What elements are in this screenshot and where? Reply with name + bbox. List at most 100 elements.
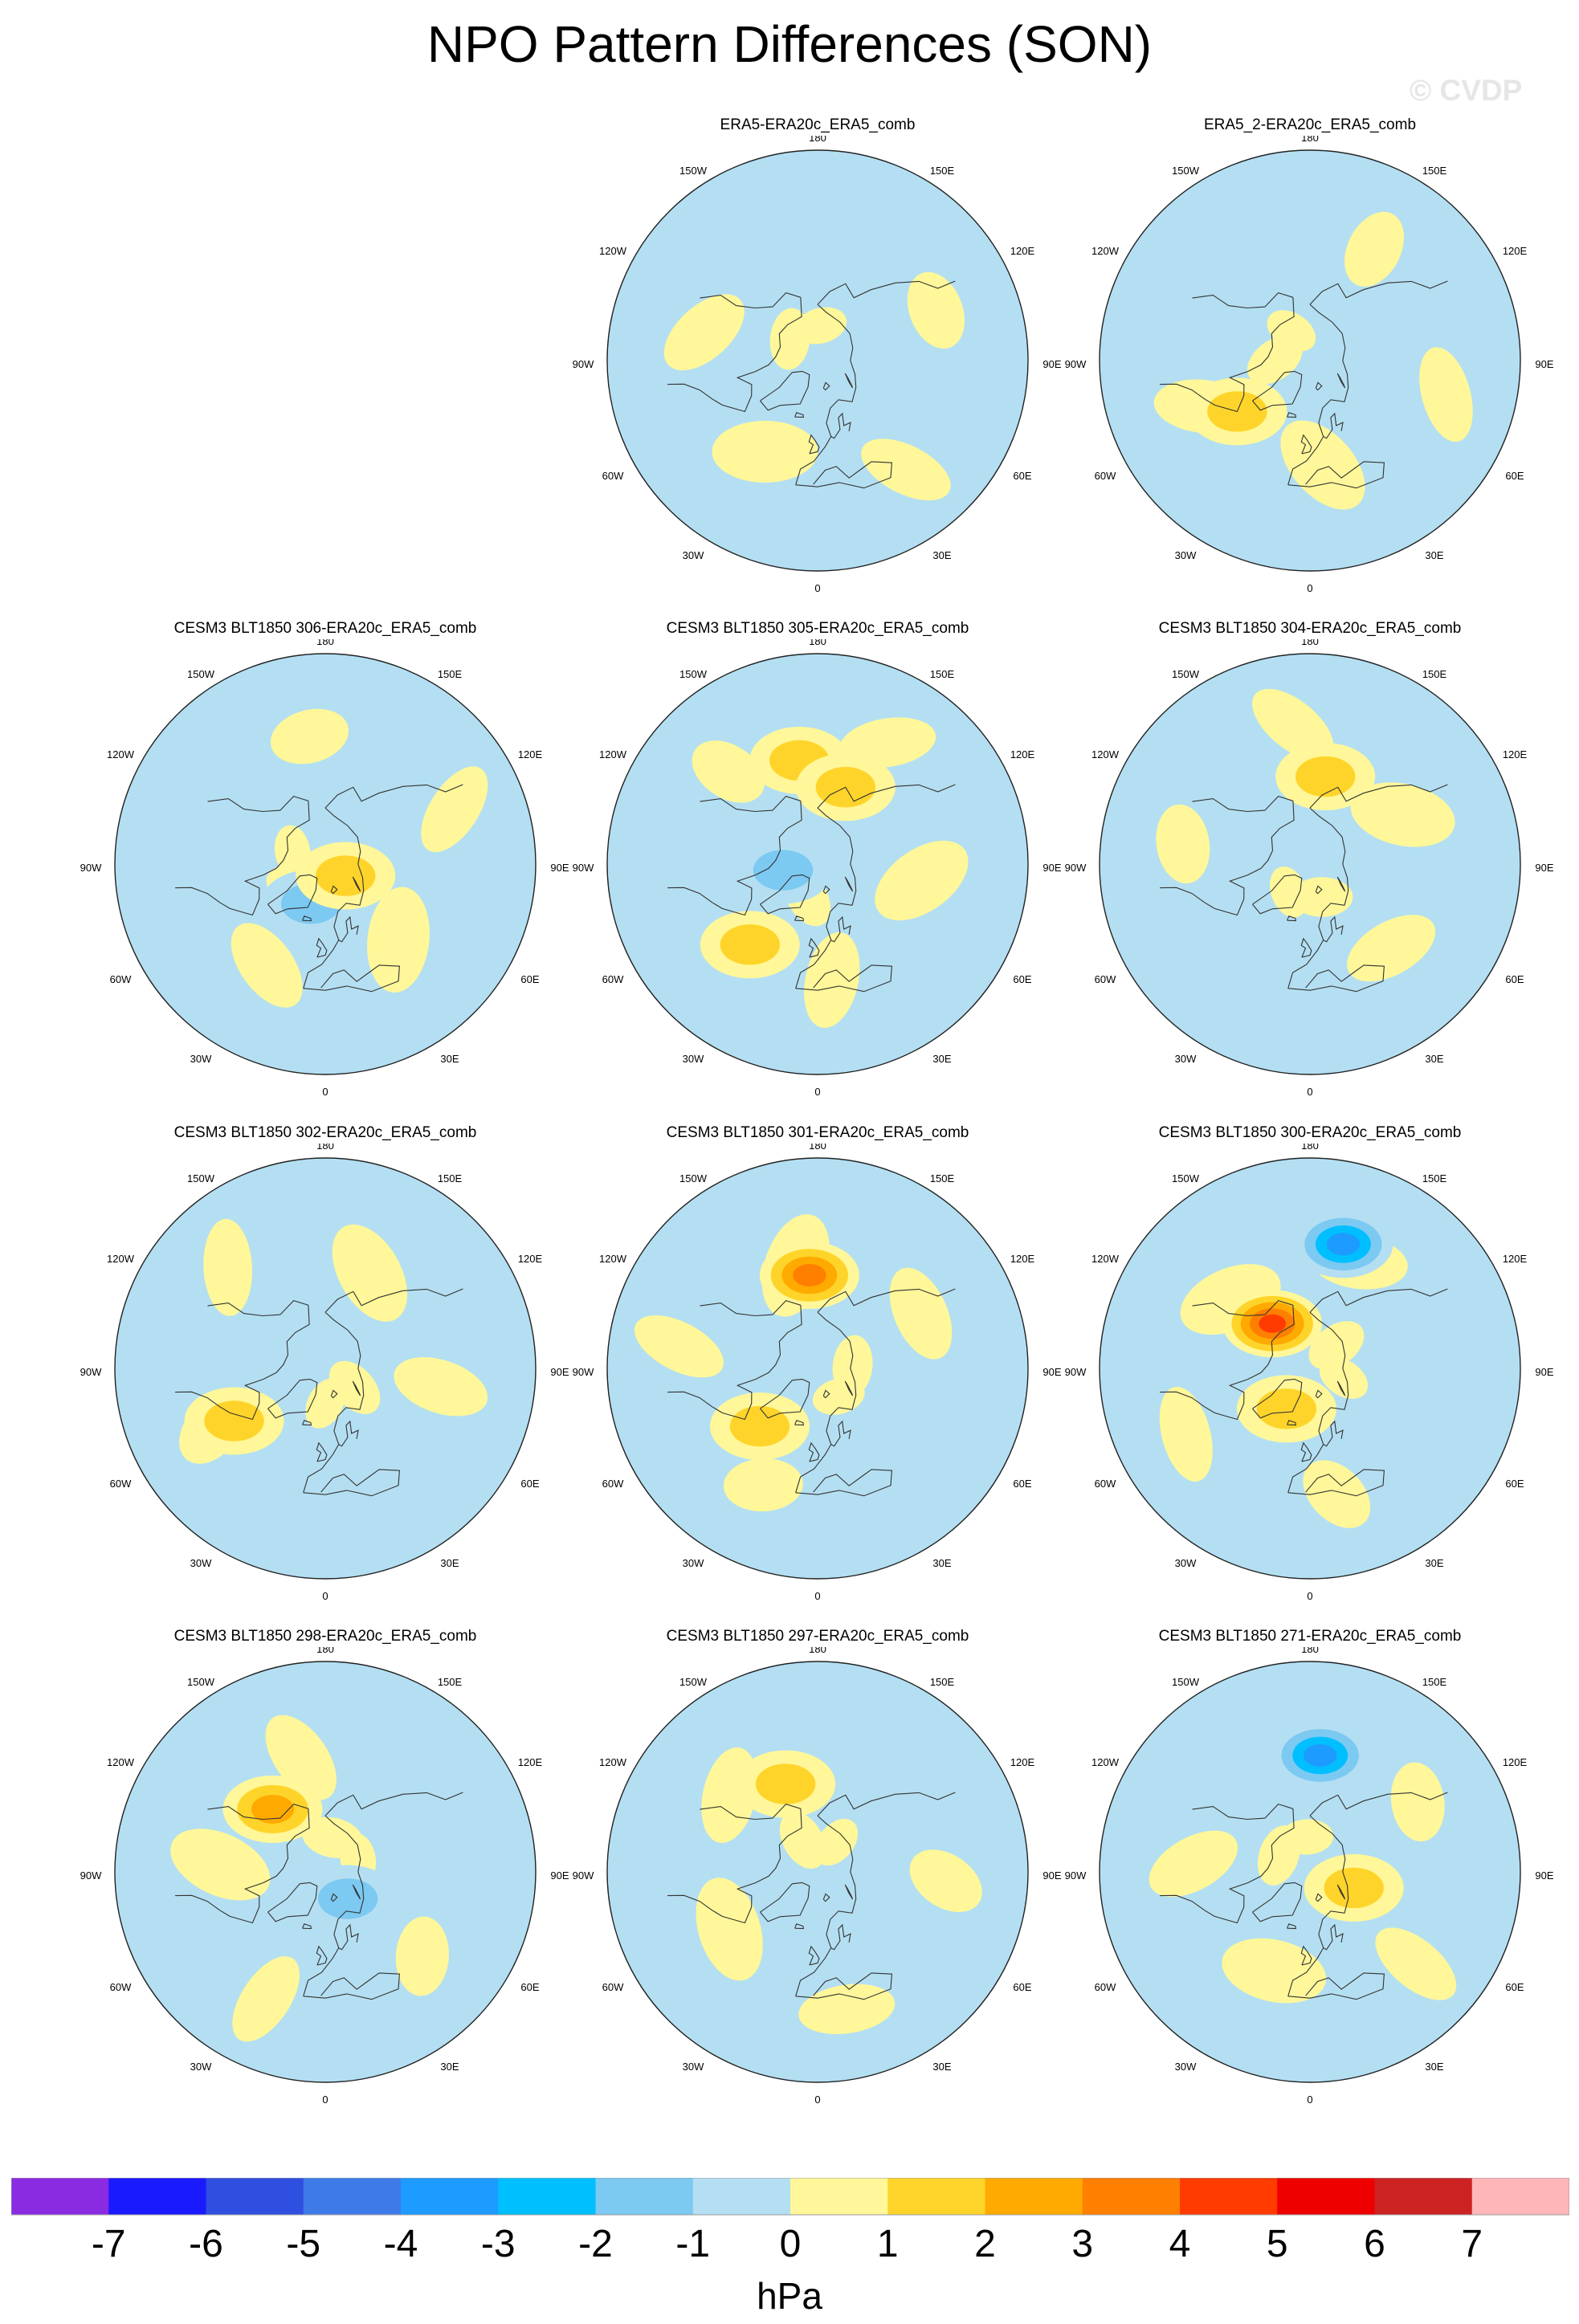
coastline — [844, 1884, 854, 1900]
longitude-label: 90E — [1535, 1869, 1553, 1882]
longitude-label: 60W — [1095, 470, 1116, 482]
coastline — [1336, 1884, 1346, 1900]
colorbar-tick-label: -2 — [578, 2223, 613, 2265]
coastline — [700, 292, 802, 309]
longitude-label: 120E — [1503, 1253, 1528, 1265]
positive-region — [367, 887, 430, 993]
longitude-label: 60E — [1013, 1981, 1031, 1993]
coastline — [1287, 304, 1349, 485]
coastline — [830, 915, 851, 943]
longitude-label: 30E — [1425, 549, 1443, 561]
map-boundary — [114, 1157, 537, 1580]
longitude-label: 60W — [602, 1478, 624, 1490]
panel-title: CESM3 BLT1850 297-ERA20c_ERA5_comb — [666, 1628, 969, 1645]
coastline — [1287, 461, 1385, 489]
coastline — [844, 373, 854, 389]
longitude-label: 120W — [1091, 748, 1120, 760]
coastline — [700, 1803, 802, 1820]
positive-region — [907, 271, 965, 349]
positive-region — [696, 1878, 763, 1981]
longitude-label: 150E — [930, 668, 955, 680]
positive-anomaly-contour — [316, 855, 376, 896]
positive-region — [395, 1916, 449, 1996]
longitude-label: 30W — [190, 1053, 212, 1065]
coastline — [324, 1288, 463, 1313]
coastline — [808, 937, 820, 958]
longitude-label: 180 — [316, 1647, 334, 1655]
longitude-label: 0 — [322, 2094, 328, 2106]
longitude-label: 120E — [1010, 748, 1035, 760]
coastline — [1252, 1378, 1303, 1419]
longitude-label: 60E — [1013, 470, 1031, 482]
colorbar-swatch — [692, 2178, 791, 2215]
longitude-label: 180 — [316, 639, 334, 647]
positive-region — [634, 1315, 724, 1378]
panel-title: CESM3 BLT1850 301-ERA20c_ERA5_comb — [666, 1124, 969, 1141]
coastline — [352, 876, 361, 892]
coastline — [1287, 412, 1297, 418]
positive-region — [839, 717, 936, 769]
positive-region — [203, 1218, 253, 1316]
coastline — [1192, 1299, 1294, 1317]
longitude-label: 30E — [440, 2061, 459, 2073]
coastline — [808, 1441, 820, 1462]
coastline — [822, 381, 830, 391]
longitude-label: 150E — [930, 1676, 955, 1688]
map-boundary — [1099, 1661, 1521, 2083]
longitude-label: 150W — [187, 1172, 215, 1184]
longitude-label: 180 — [809, 1647, 826, 1655]
colorbar-tick-label: -3 — [481, 2223, 516, 2265]
coastline — [817, 1792, 956, 1816]
longitude-label: 120E — [1503, 1756, 1528, 1768]
longitude-label: 120E — [1503, 245, 1528, 257]
coastline — [338, 915, 359, 943]
longitude-label: 150W — [679, 1172, 708, 1184]
coastline — [830, 1923, 851, 1951]
colorbar-tick-label: -1 — [675, 2223, 710, 2265]
longitude-label: 120W — [107, 748, 135, 760]
positive-region — [875, 840, 969, 921]
colorbar-tick-label: 1 — [877, 2223, 899, 2265]
longitude-label: 60E — [1505, 1478, 1524, 1490]
longitude-label: 180 — [809, 639, 826, 647]
longitude-label: 0 — [814, 582, 820, 594]
coastline — [667, 297, 802, 413]
coastline — [830, 1420, 851, 1447]
longitude-label: 30E — [1425, 2061, 1443, 2073]
longitude-label: 30E — [932, 1557, 951, 1569]
coastline — [1192, 292, 1294, 309]
longitude-label: 150E — [438, 1676, 463, 1688]
coastline — [352, 1884, 361, 1900]
longitude-label: 30W — [1175, 549, 1197, 561]
longitude-label: 60W — [110, 1478, 132, 1490]
longitude-label: 150W — [679, 1676, 708, 1688]
coastline — [1252, 370, 1303, 411]
coastline — [1309, 280, 1448, 305]
positive-region — [332, 1224, 408, 1322]
longitude-label: 30E — [440, 1557, 459, 1569]
coastline — [794, 1420, 805, 1426]
coastline — [808, 1945, 820, 1966]
panel-title: CESM3 BLT1850 298-ERA20c_ERA5_comb — [173, 1628, 477, 1645]
colorbar-tick-label: 2 — [974, 2223, 996, 2265]
map-background — [1100, 654, 1520, 1074]
longitude-label: 150E — [1422, 1676, 1447, 1688]
positive-region — [170, 1829, 271, 1901]
longitude-label: 90E — [1042, 1869, 1061, 1882]
coastline — [667, 1808, 802, 1924]
positive-region — [265, 1714, 337, 1800]
coastline — [316, 1441, 328, 1462]
colorbar-swatch — [1374, 2178, 1473, 2215]
map-boundary — [606, 1157, 1029, 1580]
coastline — [760, 1882, 810, 1922]
longitude-label: 30E — [440, 1053, 459, 1065]
coastline — [1315, 885, 1323, 895]
coastline — [303, 964, 400, 993]
longitude-label: 0 — [814, 2094, 820, 2106]
map-background — [607, 1158, 1028, 1579]
positive-region — [861, 438, 951, 501]
positive-region — [1308, 1321, 1365, 1370]
positive-anomaly-contour — [793, 1263, 826, 1286]
longitude-label: 120E — [518, 748, 543, 760]
positive-region — [794, 307, 847, 345]
